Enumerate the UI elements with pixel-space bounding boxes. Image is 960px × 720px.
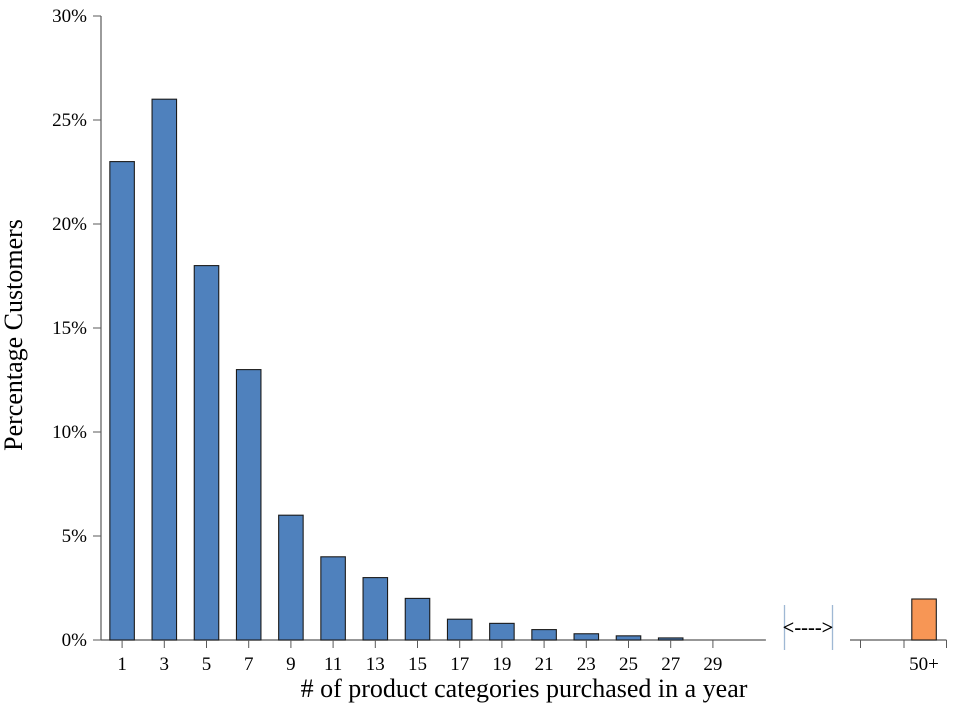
svg-text:23: 23	[577, 654, 596, 675]
svg-text:0%: 0%	[62, 630, 88, 651]
svg-text:3: 3	[160, 654, 170, 675]
svg-text:25: 25	[619, 654, 638, 675]
svg-text:27: 27	[661, 654, 680, 675]
svg-text:30%: 30%	[52, 6, 87, 27]
svg-text:13: 13	[366, 654, 385, 675]
svg-text:15: 15	[408, 654, 427, 675]
svg-text:25%: 25%	[52, 110, 87, 131]
svg-text:1: 1	[117, 654, 127, 675]
svg-text:15%: 15%	[52, 318, 87, 339]
svg-text:20%: 20%	[52, 214, 87, 235]
svg-text:50+: 50+	[909, 654, 939, 675]
svg-text:10%: 10%	[52, 422, 87, 443]
svg-text:<---->: <---->	[783, 617, 834, 639]
svg-text:9: 9	[286, 654, 296, 675]
svg-text:11: 11	[324, 654, 342, 675]
svg-text:17: 17	[450, 654, 469, 675]
svg-text:29: 29	[703, 654, 722, 675]
svg-text:7: 7	[244, 654, 254, 675]
svg-text:# of product categories purcha: # of product categories purchased in a y…	[301, 674, 748, 703]
svg-text:19: 19	[492, 654, 511, 675]
svg-text:5: 5	[202, 654, 212, 675]
svg-text:21: 21	[535, 654, 554, 675]
svg-text:5%: 5%	[62, 526, 88, 547]
svg-text:Percentage Customers: Percentage Customers	[0, 219, 28, 451]
